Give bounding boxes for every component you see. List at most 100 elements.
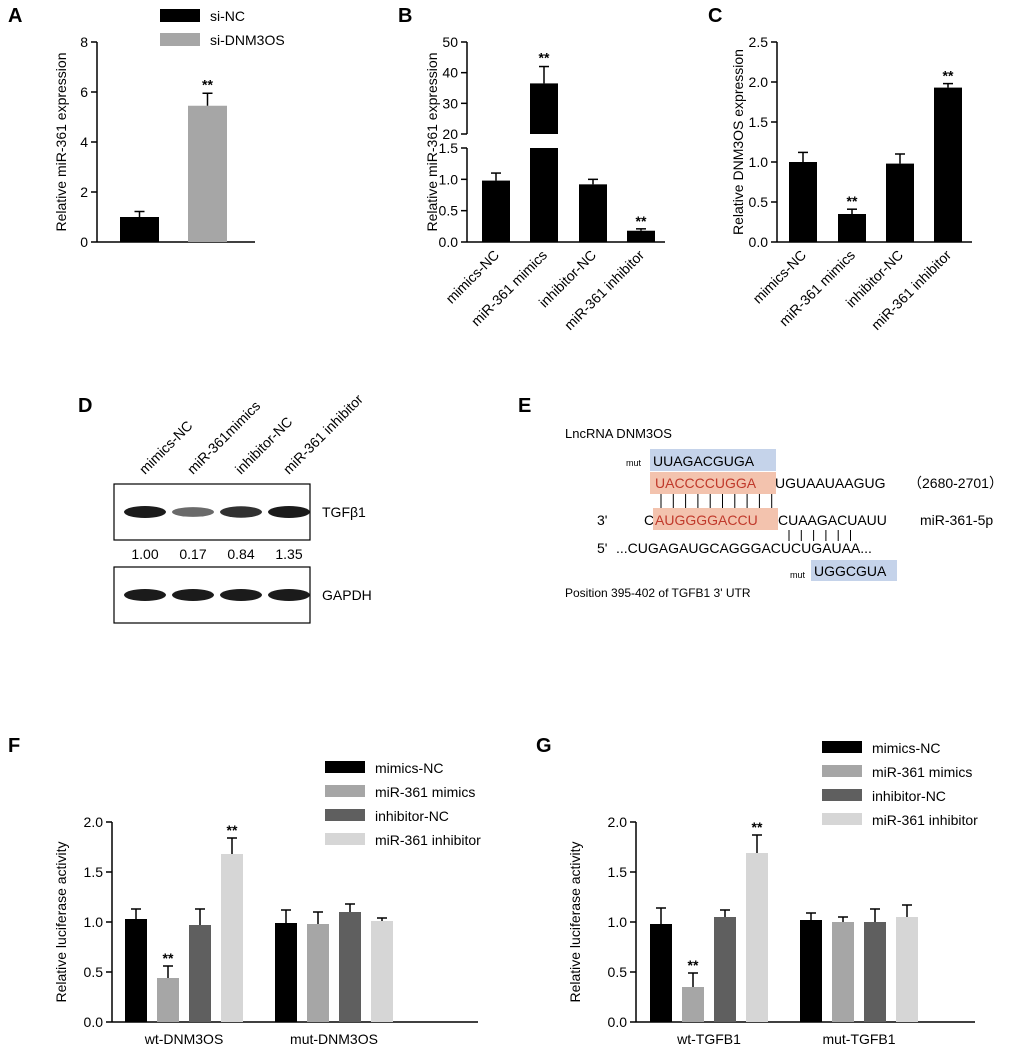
chart-a: 0 2 4 6 8 Relative miR-361 expression ** si-NC s… <box>53 8 285 250</box>
f-category-label-0: wt-DNM3OS <box>144 1031 224 1047</box>
b-upper-y-tick-label: 30 <box>442 95 458 111</box>
c-significance: ** <box>943 68 954 84</box>
c-y-axis-label: Relative DNM3OS expression <box>730 49 746 235</box>
b-lower-y-tick-label: 1.5 <box>439 140 459 156</box>
panel-label-f: F <box>8 735 20 757</box>
g-significance: ** <box>752 819 763 835</box>
f-bar-1-1 <box>307 924 329 1022</box>
mut-top-seq: UUAGACGUGA <box>653 453 755 469</box>
c-bar-3 <box>934 87 962 242</box>
f-legend-swatch-3 <box>325 833 365 845</box>
a-significance: ** <box>202 76 213 92</box>
blot-quant-2: 0.84 <box>227 546 254 562</box>
blot-protein-label-0: TGFβ1 <box>322 504 366 520</box>
blot-quant-0: 1.00 <box>131 546 158 562</box>
a-y-axis-label: Relative miR-361 expression <box>53 53 69 232</box>
b-lower-y-tick-label: 1.0 <box>439 171 459 187</box>
western-blot: mimics-NCmiR-361mimicsinhibitor-NCmiR-36… <box>113 391 372 624</box>
a-legend-swatch-0 <box>160 9 200 22</box>
f-legend-label-2: inhibitor-NC <box>375 808 449 824</box>
f-bar-1-2 <box>339 912 361 1022</box>
blot-band-0-3 <box>268 506 310 518</box>
b-lower-y-tick-label: 0.0 <box>439 234 459 250</box>
mir-first: C <box>644 512 654 528</box>
b-bar-1-upper <box>530 83 558 134</box>
g-category-label-0: wt-TGFB1 <box>676 1031 741 1047</box>
base-pair-lines-bottom <box>788 530 851 541</box>
f-significance: ** <box>163 950 174 966</box>
g-y-axis-label: Relative luciferase activity <box>567 841 583 1002</box>
b-bar-0 <box>482 180 510 242</box>
g-bar-1-2 <box>864 922 886 1022</box>
f-y-tick-label: 0.0 <box>84 1014 104 1030</box>
mut-label-top: mut <box>626 458 642 468</box>
mut-bottom-highlight <box>811 560 897 581</box>
c-y-tick-label: 0.5 <box>749 194 769 210</box>
c-bar-1 <box>838 214 866 242</box>
mut-bottom-seq: UGGCGUA <box>814 563 887 579</box>
blot-protein-label-1: GAPDH <box>322 587 372 603</box>
a-legend-label-1: si-DNM3OS <box>210 32 285 48</box>
utr-prime: 5' <box>597 540 607 556</box>
panel-label-c: C <box>708 5 722 27</box>
b-lower-y-tick-label: 0.5 <box>439 203 459 219</box>
blot-quant-1: 0.17 <box>179 546 206 562</box>
blot-band-0-1 <box>172 507 214 517</box>
blot-band-1-1 <box>172 589 214 601</box>
f-y-tick-label: 1.5 <box>84 864 104 880</box>
b-significance: ** <box>636 213 647 229</box>
g-significance: ** <box>688 957 699 973</box>
f-legend-swatch-1 <box>325 785 365 797</box>
c-y-tick-label: 1.0 <box>749 154 769 170</box>
blot-band-1-3 <box>268 589 310 601</box>
f-bar-1-3 <box>371 921 393 1022</box>
c-y-tick-label: 2.5 <box>749 34 769 50</box>
panel-label-e: E <box>518 395 531 417</box>
b-bar-1-lower <box>530 148 558 242</box>
g-legend-label-0: mimics-NC <box>872 740 940 756</box>
g-y-tick-label: 1.0 <box>608 914 628 930</box>
f-category-label-1: mut-DNM3OS <box>290 1031 378 1047</box>
dnm3os-position: （2680-2701） <box>908 475 1003 491</box>
g-y-tick-label: 0.0 <box>608 1014 628 1030</box>
mir-seq-highlight: AUGGGGACCU <box>655 512 758 528</box>
g-category-label-1: mut-TGFB1 <box>822 1031 895 1047</box>
f-significance: ** <box>227 822 238 838</box>
f-y-axis-label: Relative luciferase activity <box>53 841 69 1002</box>
f-y-tick-label: 0.5 <box>84 964 104 980</box>
panel-label-a: A <box>8 5 22 27</box>
g-y-tick-label: 0.5 <box>608 964 628 980</box>
f-legend-swatch-0 <box>325 761 365 773</box>
utr-caption: Position 395-402 of TGFB1 3' UTR <box>565 586 751 600</box>
a-y-tick-label: 4 <box>80 134 88 150</box>
g-legend-swatch-2 <box>822 789 862 801</box>
g-legend-swatch-0 <box>822 741 862 753</box>
mir-name: miR-361-5p <box>920 512 993 528</box>
f-legend-swatch-2 <box>325 809 365 821</box>
f-y-tick-label: 2.0 <box>84 814 104 830</box>
panel-label-g: G <box>536 735 552 757</box>
sequence-alignment: LncRNA DNM3OS mut UUAGACGUGA UACCCCUGGA … <box>565 426 1003 600</box>
g-bar-1-1 <box>832 922 854 1022</box>
c-y-tick-label: 1.5 <box>749 114 769 130</box>
b-upper-y-tick-label: 40 <box>442 65 458 81</box>
g-legend-label-1: miR-361 mimics <box>872 764 972 780</box>
blot-lane-label-3: miR-361 inhibitor <box>280 391 366 477</box>
b-y-axis-label: Relative miR-361 expression <box>424 53 440 232</box>
a-y-tick-label: 2 <box>80 184 88 200</box>
b-bar-2 <box>579 184 607 242</box>
blot-quant-3: 1.35 <box>275 546 302 562</box>
dnm3os-seq-highlight: UACCCCUGGA <box>655 475 757 491</box>
dnm3os-seq-rest: UGUAAUAAGUG <box>775 475 885 491</box>
f-bar-0-1 <box>157 978 179 1022</box>
chart-f: 0.0 0.5 1.0 1.5 2.0 Relative luciferase activ… <box>53 760 481 1047</box>
g-y-tick-label: 2.0 <box>608 814 628 830</box>
lncrna-title: LncRNA DNM3OS <box>565 426 672 441</box>
a-y-tick-label: 0 <box>80 234 88 250</box>
base-pair-lines-top <box>660 494 773 508</box>
c-significance: ** <box>847 193 858 209</box>
b-bar-3 <box>627 230 655 242</box>
a-legend-swatch-1 <box>160 33 200 46</box>
g-bar-0-3 <box>746 853 768 1022</box>
